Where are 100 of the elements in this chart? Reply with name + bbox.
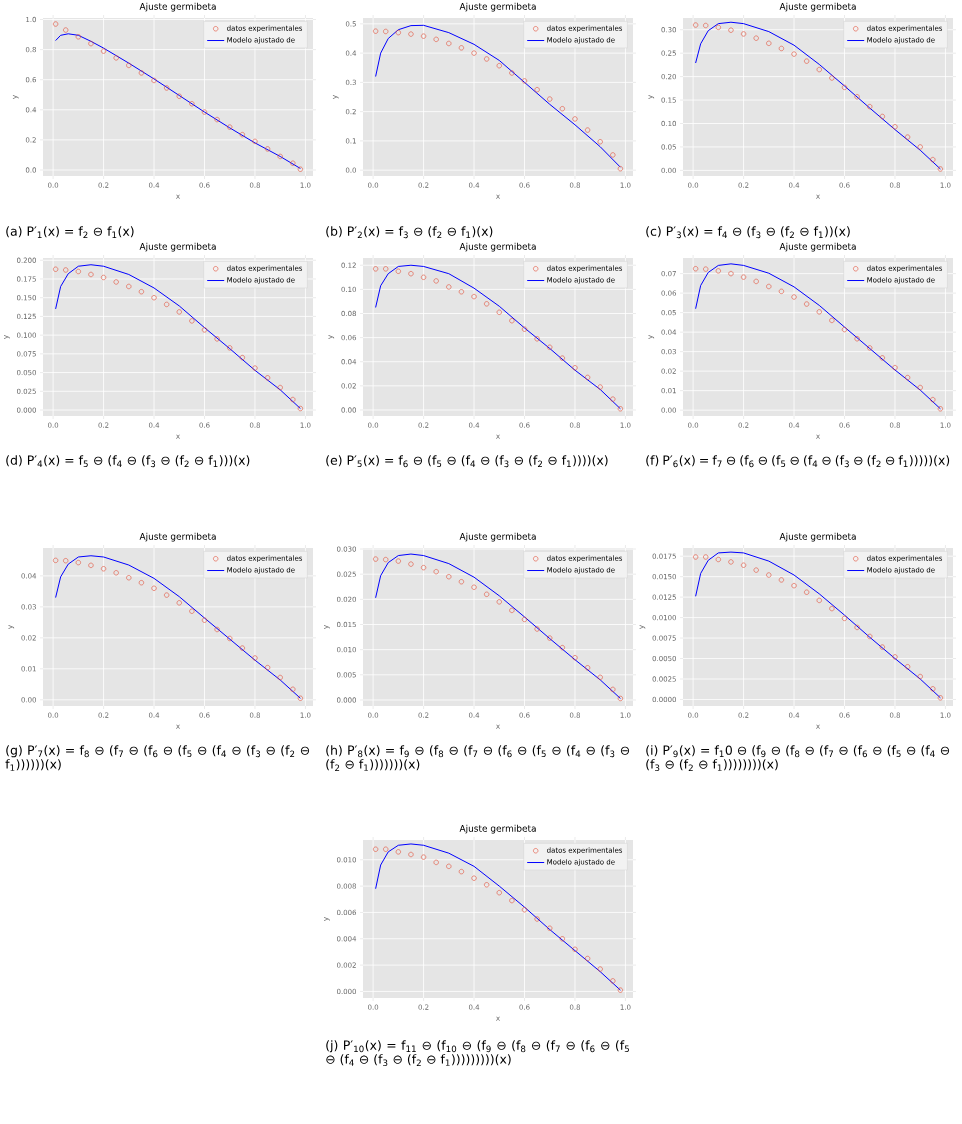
point: [753, 35, 759, 41]
point: [867, 633, 873, 640]
point: [905, 664, 911, 670]
point: [766, 283, 772, 290]
point: [610, 152, 616, 158]
point: [446, 574, 452, 580]
point: [879, 355, 885, 361]
point: [778, 577, 785, 583]
point: [227, 635, 233, 642]
text: (h) P′$_{8}$(x) = f$_{9}$ ⊖ (f$_{8}$ ⊖ (f$_{7}$ ⊖ (f$_{6}$ ⊖ (f$_{5}$ ⊖ (f$_{4}$ ⊖ (f$_{3}$ ⊖ (f$_{2}$ ⊖ f$_{1}$)))))))(x): [326, 745, 630, 771]
point: [484, 301, 490, 307]
chart-title: Ajuste germibeta: [139, 2, 216, 12]
point: [559, 936, 565, 942]
point: [138, 289, 144, 295]
point: [930, 397, 936, 403]
point: [88, 40, 94, 47]
point: [395, 558, 401, 564]
point: [892, 654, 898, 660]
line-series: [55, 33, 301, 169]
point: [867, 345, 873, 351]
point: [496, 63, 502, 69]
point: [471, 584, 477, 590]
point: [496, 599, 502, 605]
text: (e) P′$_{5}$(x) = f$_{6}$ ⊖ (f$_{5}$ ⊖ (f$_{4}$ ⊖ (f$_{3}$ ⊖ (f$_{2}$ ⊖ f$_{1}$))))(x): [326, 455, 608, 468]
point: [728, 271, 734, 277]
point: [521, 616, 528, 623]
point: [534, 336, 540, 342]
point: [559, 106, 565, 112]
point: [100, 566, 107, 572]
point: [420, 33, 427, 39]
point: [75, 559, 81, 566]
point: [547, 925, 553, 931]
point: [740, 31, 747, 37]
point: [572, 116, 578, 122]
point: [113, 570, 119, 576]
point: [471, 875, 477, 881]
point: [509, 897, 515, 904]
line-series: [375, 24, 621, 168]
point: [917, 384, 923, 391]
point: [395, 30, 401, 36]
point: [791, 294, 797, 300]
line-series: [695, 263, 941, 410]
point: [572, 946, 578, 952]
chart-title: Ajuste germibeta: [459, 824, 536, 834]
point: [446, 863, 452, 869]
point: [201, 617, 208, 623]
point: [617, 166, 623, 172]
point: [395, 268, 401, 274]
point: [252, 138, 258, 144]
point: [138, 580, 144, 586]
point: [693, 554, 699, 560]
text: (c) P′$_{3}$(x) = f$_{4}$ ⊖ (f$_{3}$ ⊖ (f$_{2}$ ⊖ f$_{1}$))(x): [646, 226, 850, 239]
point: [373, 846, 379, 852]
point: [264, 146, 271, 152]
point: [841, 615, 848, 621]
point: [867, 104, 873, 110]
point: [715, 556, 721, 563]
point: [420, 565, 427, 571]
point: [189, 608, 195, 614]
point: [917, 673, 923, 680]
point: [176, 309, 182, 315]
point: [559, 645, 565, 651]
chart-title: Ajuste germibeta: [139, 242, 216, 252]
point: [433, 859, 439, 865]
point: [892, 365, 898, 371]
point: [53, 21, 59, 27]
point: [75, 268, 81, 275]
point: [534, 626, 540, 632]
point: [610, 396, 616, 402]
point: [239, 132, 245, 138]
point: [408, 851, 414, 858]
point: [937, 406, 943, 412]
point: [778, 288, 785, 294]
point: [703, 266, 709, 272]
point: [214, 626, 220, 633]
point: [433, 278, 439, 284]
point: [715, 268, 721, 274]
point: [383, 28, 389, 35]
line-series: [695, 21, 941, 170]
point: [597, 384, 603, 390]
point: [693, 266, 699, 272]
point: [879, 644, 885, 650]
point: [829, 606, 835, 612]
point: [917, 144, 923, 150]
point: [277, 674, 283, 681]
point: [841, 327, 848, 333]
point: [484, 882, 490, 888]
point: [778, 45, 785, 52]
point: [420, 274, 427, 280]
chart-title: Ajuste germibeta: [779, 532, 856, 542]
point: [151, 77, 157, 84]
point: [189, 101, 195, 107]
point: [496, 309, 502, 315]
point: [458, 869, 465, 875]
point: [88, 271, 94, 278]
point: [597, 674, 603, 680]
point: [408, 31, 414, 37]
point: [252, 655, 258, 661]
point: [547, 344, 553, 350]
point: [693, 22, 699, 28]
